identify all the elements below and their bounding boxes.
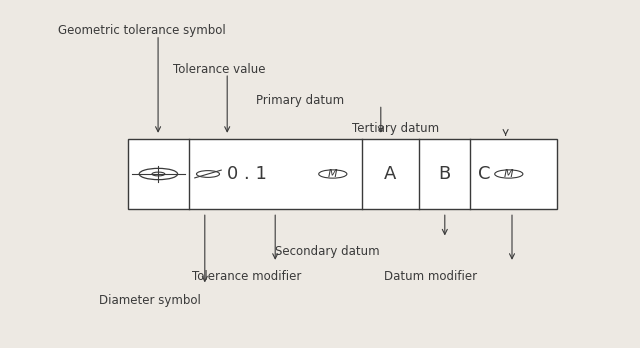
- Text: B: B: [438, 165, 451, 183]
- Text: 0 . 1: 0 . 1: [227, 165, 267, 183]
- Text: Secondary datum: Secondary datum: [275, 245, 380, 258]
- Text: Tolerance modifier: Tolerance modifier: [192, 270, 301, 283]
- Text: M: M: [328, 169, 338, 179]
- Text: Primary datum: Primary datum: [256, 94, 344, 107]
- Text: Tertiary datum: Tertiary datum: [352, 122, 439, 135]
- FancyBboxPatch shape: [128, 139, 557, 209]
- Text: C: C: [478, 165, 491, 183]
- Text: M: M: [504, 169, 514, 179]
- Text: A: A: [384, 165, 397, 183]
- Text: Tolerance value: Tolerance value: [173, 63, 266, 76]
- Text: Diameter symbol: Diameter symbol: [99, 294, 201, 307]
- Text: Geometric tolerance symbol: Geometric tolerance symbol: [58, 24, 225, 37]
- Text: Datum modifier: Datum modifier: [384, 270, 477, 283]
